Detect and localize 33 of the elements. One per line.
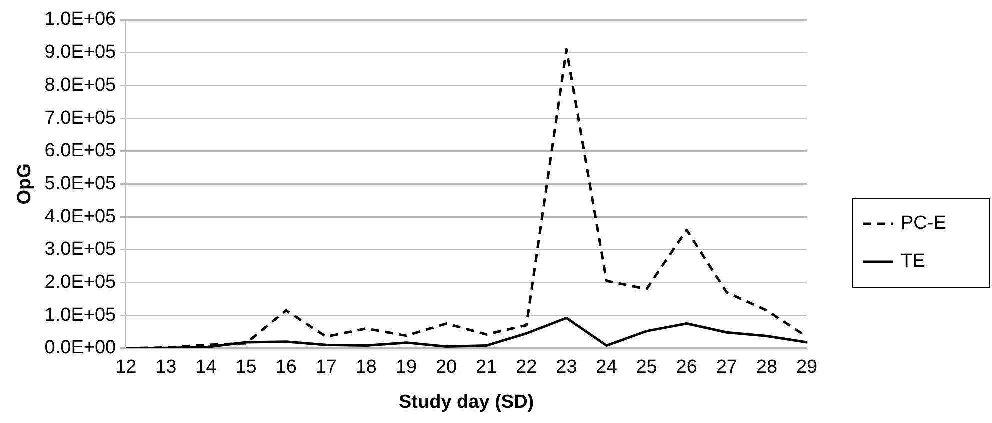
- x-tick-label: 15: [236, 357, 257, 378]
- x-tick-label: 18: [356, 357, 377, 378]
- legend-label: TE: [901, 251, 926, 273]
- x-tick-label: 17: [316, 357, 337, 378]
- x-tick-label: 27: [716, 357, 738, 378]
- x-tick-label: 24: [596, 357, 618, 378]
- x-tick-label: 26: [676, 357, 698, 378]
- y-axis-title: OpG: [14, 164, 36, 205]
- x-tick-label: 19: [396, 357, 418, 378]
- x-tick-label: 21: [476, 357, 498, 378]
- x-tick-label: 23: [556, 357, 578, 378]
- x-tick-label: 16: [276, 357, 297, 378]
- y-tick-label: 9.0E+05: [44, 42, 116, 64]
- y-tick-label: 3.0E+05: [44, 239, 116, 260]
- x-tick-label: 25: [636, 357, 658, 378]
- y-tick-label: 1.0E+06: [44, 9, 116, 30]
- legend-label: PC-E: [901, 213, 946, 235]
- x-axis-title: Study day (SD): [398, 392, 534, 413]
- x-tick-label: 22: [516, 357, 538, 378]
- x-tick-label: 12: [116, 357, 137, 378]
- y-tick-label: 4.0E+05: [44, 206, 116, 228]
- y-tick-label: 8.0E+05: [44, 74, 116, 96]
- y-tick-label: 5.0E+05: [44, 173, 116, 194]
- y-tick-label: 7.0E+05: [44, 108, 116, 129]
- y-tick-label: 2.0E+05: [44, 272, 116, 293]
- x-tick-label: 29: [796, 357, 818, 378]
- y-tick-label: 0.0E+00: [44, 338, 116, 359]
- y-tick-label: 6.0E+05: [44, 140, 116, 162]
- x-tick-label: 14: [196, 357, 218, 378]
- x-tick-label: 20: [436, 357, 458, 378]
- x-tick-label: 28: [756, 357, 778, 378]
- x-tick-label: 13: [156, 357, 177, 378]
- y-tick-label: 1.0E+05: [44, 304, 116, 326]
